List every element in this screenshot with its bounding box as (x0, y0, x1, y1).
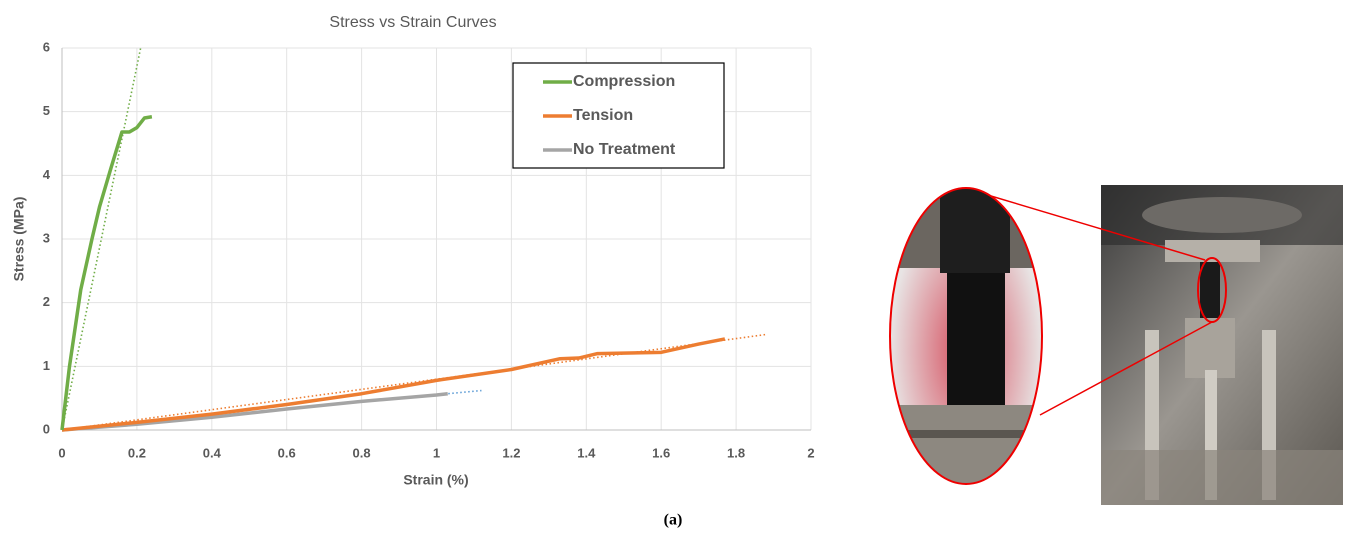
x-tick-label: 1.8 (727, 445, 745, 460)
x-tick-label: 0.8 (353, 445, 371, 460)
x-tick-label: 0.6 (278, 445, 296, 460)
series-line (61, 337, 726, 432)
trendline (61, 47, 142, 431)
x-axis-label: Strain (%) (403, 472, 468, 488)
y-axis-label: Stress (MPa) (11, 197, 27, 282)
plot-area: 0 1 2 3 4 5 6 0 0.2 0.4 0.6 0.8 1 1.2 1.4 1.6 1.8 2 (43, 39, 815, 460)
caption: (a) (664, 512, 683, 529)
y-tick-label: 3 (43, 230, 50, 245)
series-line (61, 391, 448, 432)
x-tick-label: 0.2 (128, 445, 146, 460)
x-tick-label: 0 (58, 445, 65, 460)
legend-label: Tension (573, 107, 633, 124)
legend-label: No Treatment (573, 141, 676, 158)
y-tick-label: 1 (43, 358, 50, 373)
y-tick-label: 0 (43, 421, 50, 436)
x-tick-label: 1.4 (577, 445, 596, 460)
y-tick-label: 4 (43, 167, 51, 182)
photo (889, 185, 1343, 505)
legend-label: Compression (573, 73, 675, 90)
series-line (60, 115, 153, 431)
y-tick-label: 2 (43, 294, 50, 309)
y-tick-label: 5 (43, 103, 50, 118)
legend: Compression Tension No Treatment (512, 62, 725, 169)
trendline (61, 333, 767, 431)
y-tick-label: 6 (43, 39, 50, 54)
x-tick-label: 0.4 (203, 445, 222, 460)
x-tick-label: 1.6 (652, 445, 670, 460)
chart-title: Stress vs Strain Curves (329, 14, 496, 31)
x-tick-label: 1.2 (502, 445, 520, 460)
x-tick-label: 2 (807, 445, 814, 460)
x-tick-label: 1 (433, 445, 440, 460)
